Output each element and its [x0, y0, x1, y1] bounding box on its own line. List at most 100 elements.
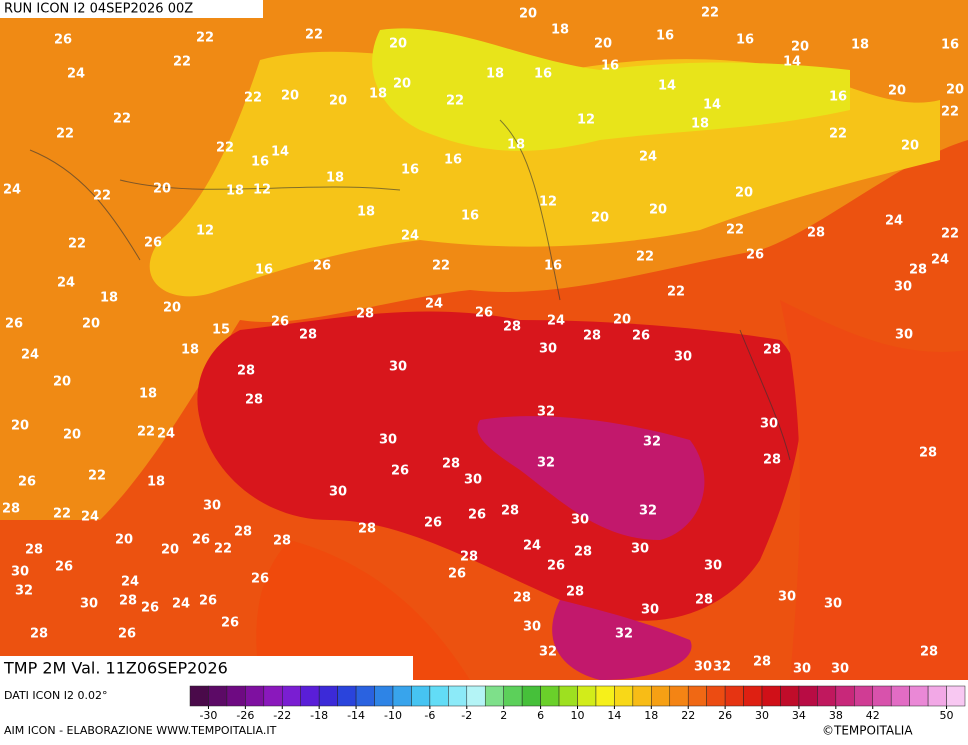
legend-swatch: [411, 685, 431, 707]
temperature-label: 28: [763, 343, 781, 358]
temperature-label: 20: [613, 313, 631, 328]
legend-tick-label: 18: [644, 709, 658, 722]
temperature-label: 32: [713, 660, 731, 675]
temperature-label: 28: [358, 522, 376, 537]
temperature-label: 22: [941, 227, 959, 242]
temperature-label: 12: [539, 195, 557, 210]
temperature-label: 28: [807, 226, 825, 241]
temperature-label: 24: [639, 150, 657, 165]
temperature-label: 24: [121, 575, 139, 590]
temperature-label: 16: [401, 163, 419, 178]
temperature-label: 32: [539, 645, 557, 660]
copyright-label: ©TEMPOITALIA: [822, 724, 913, 738]
temperature-label: 22: [446, 94, 464, 109]
temperature-label: 28: [513, 591, 531, 606]
temperature-label: 20: [519, 7, 537, 22]
temperature-label: 26: [5, 317, 23, 332]
temperature-label: 30: [641, 603, 659, 618]
legend-tick-label: 26: [718, 709, 732, 722]
temperature-label: 18: [147, 475, 165, 490]
temperature-label: 15: [212, 323, 230, 338]
legend-tick-label: 42: [866, 709, 880, 722]
temperature-label: 12: [196, 224, 214, 239]
temperature-label: 18: [139, 387, 157, 402]
temperature-label: 28: [299, 328, 317, 343]
run-label: RUN ICON I2 04SEP2026 00Z: [4, 2, 193, 17]
legend-tick-label: -6: [424, 709, 435, 722]
temperature-label: 20: [161, 543, 179, 558]
temperature-label: 20: [735, 186, 753, 201]
legend-swatch: [761, 685, 781, 707]
temperature-label: 26: [144, 236, 162, 251]
temperature-label: 12: [253, 183, 271, 198]
legend-swatch: [245, 685, 265, 707]
legend-tick-label: -10: [384, 709, 402, 722]
temperature-label: 20: [594, 37, 612, 52]
legend-swatch: [595, 685, 615, 707]
legend-swatch: [189, 685, 209, 707]
legend-tick-label: -14: [347, 709, 365, 722]
temperature-label: 22: [53, 507, 71, 522]
temperature-label: 12: [577, 113, 595, 128]
temperature-label: 16: [829, 90, 847, 105]
temperature-label: 28: [2, 502, 20, 517]
temperature-label: 24: [931, 253, 949, 268]
map-background: [0, 0, 968, 680]
temperature-label: 28: [501, 504, 519, 519]
temperature-label: 24: [425, 297, 443, 312]
legend-swatch: [337, 685, 357, 707]
temperature-label: 16: [461, 209, 479, 224]
temperature-label: 22: [667, 285, 685, 300]
temperature-label: 28: [503, 320, 521, 335]
temperature-label: 22: [56, 127, 74, 142]
temperature-label: 24: [21, 348, 39, 363]
legend-swatch: [282, 685, 301, 707]
temperature-label: 14: [271, 145, 289, 160]
temperature-label: 18: [357, 205, 375, 220]
temperature-label: 26: [221, 616, 239, 631]
temperature-label: 16: [601, 59, 619, 74]
temperature-label: 20: [153, 182, 171, 197]
temperature-label: 28: [30, 627, 48, 642]
temperature-label: 30: [831, 662, 849, 677]
temperature-label: 24: [3, 183, 21, 198]
legend-swatch: [558, 685, 578, 707]
temperature-label: 26: [391, 464, 409, 479]
temperature-label: 18: [226, 184, 244, 199]
temperature-label: 28: [695, 593, 713, 608]
legend-swatch: [503, 685, 523, 707]
temperature-label: 20: [591, 211, 609, 226]
temperature-label: 28: [566, 585, 584, 600]
legend-swatch: [909, 685, 929, 707]
temperature-label: 30: [11, 565, 29, 580]
legend-tick-label: -22: [273, 709, 291, 722]
temperature-label: 24: [885, 214, 903, 229]
legend-swatch: [706, 685, 726, 707]
temperature-label: 32: [15, 584, 33, 599]
legend-swatch: [614, 685, 634, 707]
temperature-label: 30: [778, 590, 796, 605]
legend-swatch: [466, 685, 486, 707]
legend-tick-label: -26: [236, 709, 254, 722]
temperature-label: 30: [793, 662, 811, 677]
temperature-label: 18: [507, 138, 525, 153]
temperature-label: 26: [18, 475, 36, 490]
legend-swatch: [651, 685, 671, 707]
temperature-label: 30: [824, 597, 842, 612]
legend-swatch: [521, 685, 541, 707]
temperature-label: 28: [25, 543, 43, 558]
temperature-label: 26: [424, 516, 442, 531]
temperature-label: 16: [255, 263, 273, 278]
temperature-label: 20: [281, 89, 299, 104]
legend-swatch: [890, 685, 910, 707]
temperature-label: 20: [63, 428, 81, 443]
temperature-label: 24: [547, 314, 565, 329]
temperature-label: 26: [632, 329, 650, 344]
temperature-label: 18: [326, 171, 344, 186]
temperature-label: 30: [389, 360, 407, 375]
temperature-label: 20: [163, 301, 181, 316]
legend-swatch: [484, 685, 504, 707]
temperature-label: 20: [888, 84, 906, 99]
legend-swatch: [669, 685, 689, 707]
